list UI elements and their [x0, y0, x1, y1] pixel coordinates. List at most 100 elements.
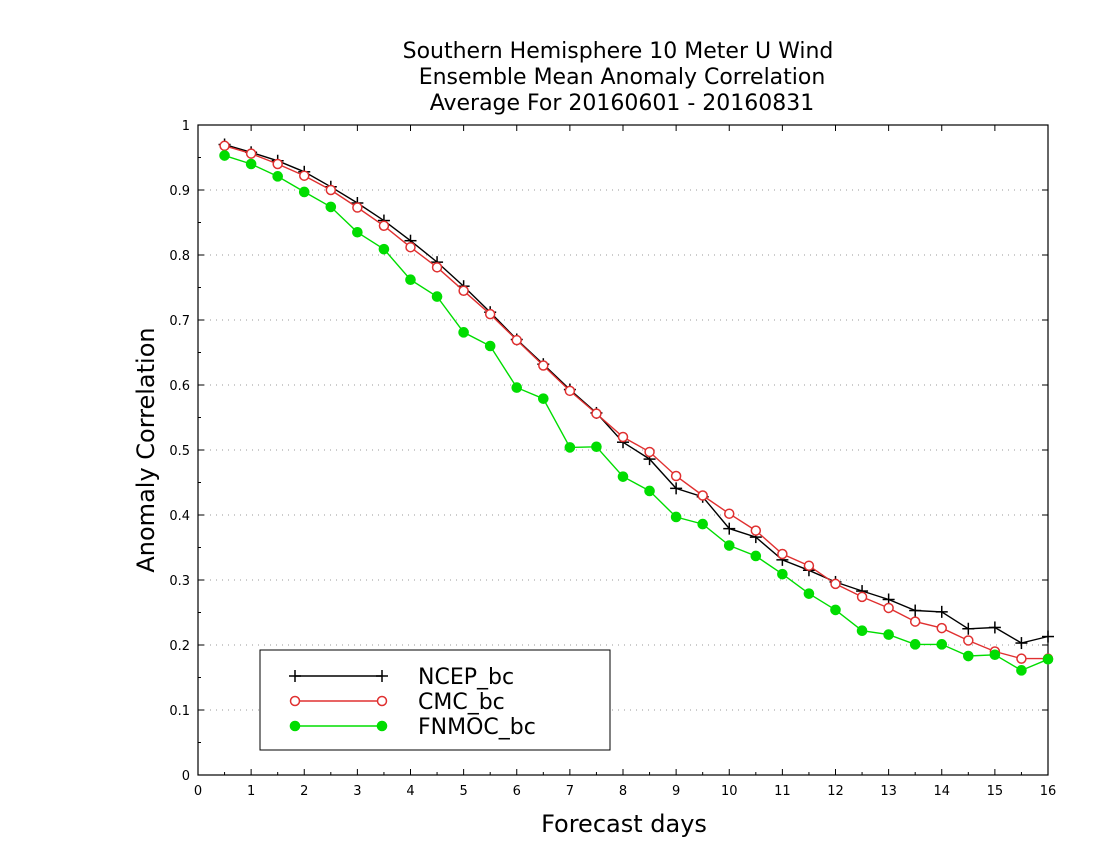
legend-label: NCEP_bc [418, 665, 514, 690]
data-point-open-circle [697, 490, 708, 501]
data-point-open-circle [405, 241, 416, 253]
data-point-plus [1015, 637, 1028, 650]
x-tick-label: 3 [353, 784, 361, 799]
data-point-filled-circle [219, 150, 230, 161]
data-point-open-circle [325, 184, 337, 196]
data-point-filled-circle [936, 639, 948, 650]
y-tick-label: 0.7 [169, 314, 190, 329]
y-tick-label: 0.5 [169, 444, 190, 459]
data-point-plus [670, 482, 683, 495]
x-tick-label: 7 [566, 784, 574, 799]
data-point-open-circle [289, 695, 301, 707]
data-point-filled-circle [289, 720, 301, 732]
x-tick-label: 2 [300, 784, 308, 799]
data-point-plus [909, 604, 922, 617]
data-point-open-circle [617, 431, 629, 443]
series-cmc-bc [219, 140, 1054, 664]
data-point-filled-circle [245, 158, 257, 170]
x-tick-label: 9 [672, 784, 680, 799]
data-point-open-circle [376, 695, 388, 707]
data-point-plus [1042, 630, 1054, 643]
data-point-open-circle [352, 202, 363, 213]
legend-item: CMC_bc [289, 690, 505, 715]
legend-item: NCEP_bc [289, 665, 514, 690]
data-point-filled-circle [644, 485, 655, 497]
data-point-filled-circle [376, 720, 388, 732]
data-point-filled-circle [298, 186, 310, 198]
data-point-filled-circle [963, 650, 974, 662]
data-point-open-circle [909, 616, 921, 627]
data-point-plus [723, 522, 736, 535]
y-tick-label: 0.3 [169, 574, 190, 589]
x-tick-label: 6 [513, 784, 521, 799]
series-ncep-bc [218, 138, 1054, 650]
x-tick-label: 11 [774, 784, 791, 799]
y-tick-label: 0.8 [169, 249, 190, 264]
data-point-filled-circle [777, 568, 788, 580]
data-point-open-circle [644, 446, 655, 458]
data-point-plus [289, 670, 301, 682]
data-point-open-circle [750, 525, 762, 536]
chart-title-line-3: Average For 20160601 - 20160831 [430, 91, 815, 116]
y-tick-label: 0.2 [169, 639, 190, 654]
data-point-open-circle [564, 385, 576, 397]
data-point-filled-circle [352, 226, 363, 238]
data-point-filled-circle [458, 327, 469, 338]
legend-label: CMC_bc [418, 690, 505, 715]
x-axis-ticks: 0 1 2 3 4 5 6 7 8 9 10 11 12 13 14 15 16 [194, 125, 1056, 799]
series-line [224, 143, 1049, 644]
x-tick-label: 4 [406, 784, 414, 799]
data-point-open-circle [856, 591, 868, 603]
y-axis-title: Anomaly Correlation [132, 327, 160, 572]
y-tick-label: 0.6 [169, 379, 190, 394]
legend-box [259, 649, 611, 751]
data-point-open-circle [830, 578, 841, 590]
y-tick-label: 0.4 [169, 509, 190, 524]
data-point-filled-circle [617, 471, 629, 482]
legend-item: FNMOC_bc [289, 715, 536, 740]
chart-title-line-1: Southern Hemisphere 10 Meter U Wind [403, 39, 834, 64]
data-point-open-circle [538, 360, 549, 371]
data-point-filled-circle [750, 550, 762, 562]
data-point-filled-circle [856, 625, 868, 637]
data-point-filled-circle [883, 629, 894, 640]
data-point-filled-circle [591, 441, 602, 453]
data-point-filled-circle [325, 201, 337, 213]
x-tick-label: 16 [1040, 784, 1057, 799]
data-point-filled-circle [989, 649, 1001, 661]
data-point-plus [935, 605, 948, 618]
data-point-open-circle [803, 560, 815, 571]
data-point-open-circle [272, 158, 283, 170]
data-point-filled-circle [697, 518, 708, 530]
data-point-open-circle [219, 140, 230, 152]
x-tick-label: 0 [194, 784, 202, 799]
y-axis-ticks: 0 0.1 0.2 0.3 0.4 0.5 0.6 0.7 0.8 0.9 1 [169, 119, 1048, 784]
data-point-open-circle [484, 308, 496, 320]
data-point-filled-circle [484, 340, 496, 352]
gridlines [198, 189, 1048, 711]
data-point-open-circle [936, 622, 947, 634]
x-tick-label: 12 [827, 784, 844, 799]
legend-label: FNMOC_bc [418, 715, 536, 740]
data-point-open-circle [458, 285, 469, 296]
data-point-filled-circle [378, 243, 390, 255]
data-point-open-circle [511, 334, 522, 346]
data-point-open-circle [670, 470, 682, 482]
data-point-open-circle [963, 635, 974, 646]
x-tick-label: 15 [987, 784, 1004, 799]
y-tick-label: 0 [182, 769, 190, 784]
data-point-filled-circle [670, 511, 682, 523]
data-point-open-circle [1016, 653, 1027, 664]
x-tick-label: 1 [247, 784, 255, 799]
x-tick-label: 10 [721, 784, 738, 799]
data-point-filled-circle [511, 382, 523, 393]
y-tick-label: 0.1 [169, 704, 190, 719]
data-point-open-circle [378, 220, 390, 231]
data-point-open-circle [431, 262, 443, 273]
chart-title-line-2: Ensemble Mean Anomaly Correlation [419, 65, 826, 90]
data-point-filled-circle [1016, 665, 1027, 676]
x-tick-label: 14 [933, 784, 950, 799]
data-point-open-circle [883, 602, 894, 614]
data-point-filled-circle [538, 393, 549, 404]
